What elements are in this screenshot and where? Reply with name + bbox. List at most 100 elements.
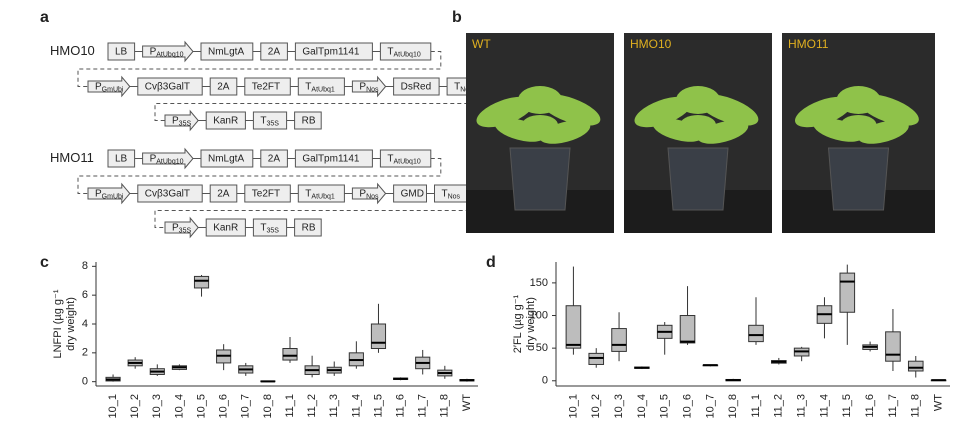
y-tick-label: 2 <box>82 347 88 359</box>
element-label: GalTpm1141 <box>302 46 360 57</box>
element-text: RB <box>302 115 316 126</box>
x-tick-label: 10_2 <box>129 394 141 418</box>
x-tick-label: 11_1 <box>284 394 296 418</box>
x-tick-label: 10_1 <box>567 394 579 418</box>
box <box>907 360 924 372</box>
element-text: KanR <box>213 115 238 126</box>
element-subscript: 35S <box>267 227 280 234</box>
element-text: T <box>260 115 266 126</box>
panel-label: d <box>486 254 496 271</box>
x-tick-label: 10_1 <box>107 394 119 418</box>
y-axis-label: dry weight) <box>525 297 537 351</box>
x-tick-label: 10_7 <box>704 394 716 418</box>
element-subscript: AtUbq1 <box>311 193 334 200</box>
x-tick-label: 11_2 <box>306 394 318 418</box>
x-tick-label: 11_7 <box>417 394 429 418</box>
y-tick-label: 0 <box>82 376 88 388</box>
element-text: T <box>387 153 393 164</box>
element-subscript: AtUbq10 <box>156 51 183 58</box>
x-tick-label: 11_1 <box>750 394 762 418</box>
x-tick-label: 11_5 <box>372 394 384 418</box>
y-tick-label: 8 <box>82 260 88 272</box>
element-text: P <box>359 81 366 92</box>
promoter-arrow <box>351 182 387 205</box>
x-tick-label: 10_3 <box>151 394 163 418</box>
element-text: P <box>95 81 102 92</box>
element-text: P <box>95 188 102 199</box>
y-tick-label: 4 <box>82 318 88 330</box>
element-subscript: 35S <box>179 120 192 127</box>
y-axis-label: dry weight) <box>65 297 77 351</box>
x-tick-label: 10_6 <box>681 394 693 418</box>
pot <box>509 147 571 211</box>
element-subscript: 35S <box>267 120 280 127</box>
y-tick-label: 100 <box>530 309 548 321</box>
dashed-link <box>77 158 442 194</box>
construct-name: HMO10 <box>50 43 95 58</box>
element-label: PAtUbq10 <box>150 46 184 58</box>
construct-name: HMO11 <box>50 150 94 165</box>
y-axis-label: LNFPI (µg g⁻¹ <box>52 289 64 358</box>
x-tick-label: 10_8 <box>727 394 739 418</box>
element-subscript: AtUbq10 <box>156 158 183 165</box>
x-tick-label: 10_6 <box>218 394 230 418</box>
x-tick-label: 11_3 <box>328 394 340 418</box>
element-label: 2A <box>268 46 281 57</box>
promoter-arrow <box>164 109 199 132</box>
element-text: T <box>260 222 266 233</box>
element-label: PGmUbi <box>95 188 124 200</box>
x-tick-label: 10_2 <box>590 394 602 418</box>
element-label: KanR <box>213 222 238 233</box>
element-text: DsRed <box>401 81 432 92</box>
promoter-arrow <box>87 75 131 98</box>
element-label: PGmUbi <box>95 81 124 93</box>
element-text: 2A <box>268 153 281 164</box>
element-text: P <box>150 153 157 164</box>
panel-label: b <box>452 9 462 26</box>
element-label: RB <box>302 115 316 126</box>
element-label: PNos <box>359 188 379 200</box>
pot <box>827 147 890 211</box>
element-text: Cvβ3GalT <box>145 81 190 92</box>
element-text: T <box>442 188 448 199</box>
element-subscript: GmUbi <box>102 86 124 93</box>
x-tick-label: 10_8 <box>262 394 274 418</box>
element-text: Te2FT <box>252 188 280 199</box>
element-text: T <box>454 81 460 92</box>
box <box>282 348 298 361</box>
x-tick-label: 11_5 <box>841 394 853 418</box>
element-label: T35S <box>260 115 279 127</box>
x-tick-label: WT <box>932 394 944 411</box>
x-tick-label: 11_6 <box>394 394 406 418</box>
element-label: P35S <box>172 222 191 234</box>
box <box>839 272 856 313</box>
y-tick-label: 150 <box>530 277 548 289</box>
x-tick-label: 10_5 <box>195 394 207 418</box>
element-label: P35S <box>172 115 191 127</box>
element-label: LB <box>115 153 128 164</box>
element-box <box>294 218 322 237</box>
x-tick-label: WT <box>461 394 473 411</box>
element-subscript: Nos <box>448 193 461 200</box>
element-text: KanR <box>213 222 238 233</box>
element-subscript: AtUbq10 <box>394 51 421 58</box>
element-text: Te2FT <box>252 81 280 92</box>
element-text: 2A <box>217 81 230 92</box>
box <box>679 315 696 344</box>
x-tick-label: 11_4 <box>818 394 830 418</box>
element-label: TAtUbq10 <box>387 153 420 165</box>
element-text: P <box>359 188 366 199</box>
leaf <box>518 86 562 114</box>
element-text: RB <box>302 222 316 233</box>
element-text: LB <box>115 46 128 57</box>
element-subscript: AtUbq10 <box>394 158 421 165</box>
x-tick-label: 11_6 <box>864 394 876 418</box>
box <box>565 305 582 349</box>
leaf <box>676 86 720 114</box>
element-label: RB <box>302 222 316 233</box>
element-text: GalTpm1141 <box>302 153 360 164</box>
dashed-link <box>77 51 442 87</box>
element-subscript: Nos <box>366 193 379 200</box>
panel-label: a <box>40 9 49 26</box>
element-label: TAtUbq10 <box>387 46 420 58</box>
